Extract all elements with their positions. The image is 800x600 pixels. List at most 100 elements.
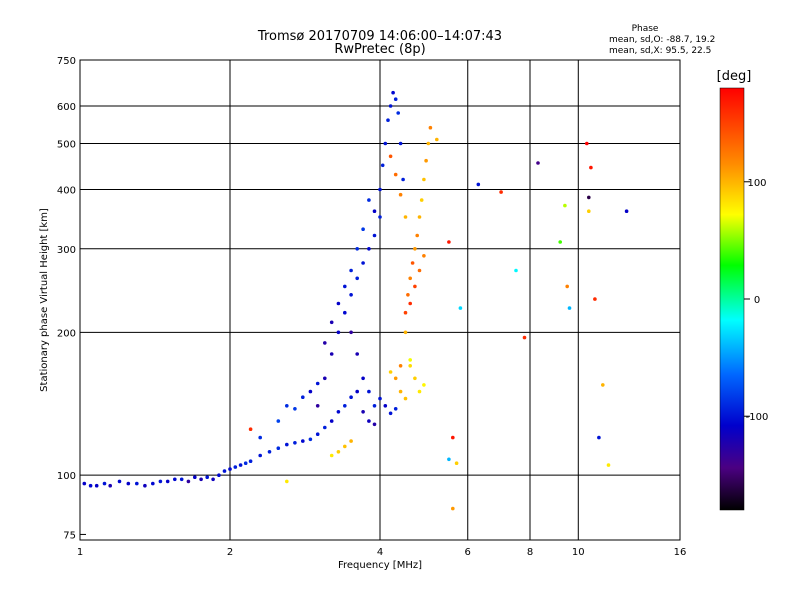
data-point: [355, 389, 360, 394]
data-point: [158, 479, 163, 484]
data-point: [355, 352, 360, 356]
data-point: [417, 215, 422, 219]
data-point: [248, 427, 253, 432]
data-point: [102, 481, 107, 486]
x-tick-label: 8: [527, 547, 533, 558]
data-point: [343, 444, 347, 449]
data-point: [276, 419, 281, 423]
data-point: [401, 177, 405, 182]
data-point: [428, 125, 433, 130]
data-point: [94, 483, 99, 488]
data-point: [422, 177, 426, 182]
data-point: [349, 268, 353, 273]
data-point: [367, 198, 371, 202]
x-tick-label: 16: [674, 547, 687, 558]
data-point: [222, 469, 227, 473]
data-point: [323, 425, 327, 430]
data-point: [393, 172, 398, 177]
data-point: [315, 381, 320, 386]
data-point: [211, 477, 215, 482]
colorbar-tick-label: 0: [754, 295, 760, 306]
data-point: [403, 215, 408, 219]
data-point: [419, 198, 424, 202]
data-point: [413, 284, 417, 289]
data-point: [476, 182, 481, 187]
grid-lines: [80, 59, 680, 540]
data-point: [336, 330, 341, 335]
data-point: [258, 435, 263, 440]
x-tick-label: 1: [77, 547, 83, 558]
data-point: [388, 154, 393, 159]
data-point: [398, 141, 403, 146]
data-point: [413, 247, 417, 251]
data-point: [315, 432, 320, 437]
data-point: [301, 395, 305, 400]
data-point: [393, 407, 398, 411]
y-tick-label: 500: [57, 140, 76, 151]
data-point: [408, 358, 413, 362]
data-point: [349, 439, 353, 443]
data-point: [315, 404, 320, 408]
data-point: [367, 419, 371, 423]
data-point: [388, 104, 393, 108]
y-axis-label: Stationary phase Virtual Height [km]: [39, 208, 50, 392]
data-point: [308, 437, 313, 442]
data-point: [606, 463, 611, 467]
data-point: [417, 268, 422, 273]
data-point: [522, 335, 527, 340]
x-tick-label: 6: [465, 547, 471, 558]
colorbar-tick-label: -100: [746, 412, 769, 423]
data-point: [117, 479, 122, 484]
data-point: [372, 209, 377, 213]
data-point: [567, 306, 572, 310]
data-point: [403, 396, 408, 401]
data-point: [173, 477, 177, 482]
data-point: [329, 453, 334, 458]
data-point: [367, 389, 371, 394]
chart-subtitle: RwPretec (8p): [334, 42, 425, 57]
data-point: [179, 477, 184, 482]
data-point: [563, 203, 567, 208]
data-point: [361, 376, 365, 381]
y-tick-label: 200: [57, 328, 76, 339]
data-point: [367, 247, 371, 251]
data-point: [403, 310, 408, 315]
colorbar-tick-label: 100: [747, 178, 766, 189]
data-point: [329, 320, 334, 325]
data-point: [417, 389, 422, 394]
phase-heading: Phase: [632, 24, 659, 34]
data-point: [514, 268, 518, 273]
data-point: [422, 254, 426, 258]
data-point: [587, 209, 591, 213]
data-point: [585, 141, 589, 146]
data-point: [372, 233, 377, 238]
data-point: [413, 376, 417, 381]
data-point: [426, 141, 431, 146]
data-point: [386, 118, 390, 122]
x-axis-label: Frequency [MHz]: [338, 560, 422, 571]
colorbar-label: [deg]: [717, 69, 752, 84]
y-tick-label: 75: [63, 530, 76, 541]
data-point: [355, 276, 360, 281]
data-point: [228, 467, 232, 471]
x-tick-label: 4: [377, 547, 383, 558]
data-point: [248, 459, 253, 464]
data-point: [398, 364, 403, 368]
phase-x-stats: mean, sd,X: 95.5, 22.5: [609, 46, 711, 56]
data-point: [536, 161, 540, 165]
data-point: [243, 461, 248, 466]
data-point: [233, 465, 238, 469]
data-point: [378, 187, 382, 192]
data-point: [447, 240, 451, 244]
data-point: [383, 404, 388, 408]
data-point: [329, 352, 334, 356]
data-point: [624, 209, 629, 213]
data-point: [336, 301, 341, 306]
data-point: [126, 481, 131, 486]
data-point: [372, 404, 377, 408]
data-point: [383, 141, 388, 146]
data-point: [361, 227, 365, 231]
data-point: [276, 446, 281, 451]
phase-o-stats: mean, sd,O: -88.7, 19.2: [609, 35, 715, 45]
data-point: [285, 404, 289, 408]
